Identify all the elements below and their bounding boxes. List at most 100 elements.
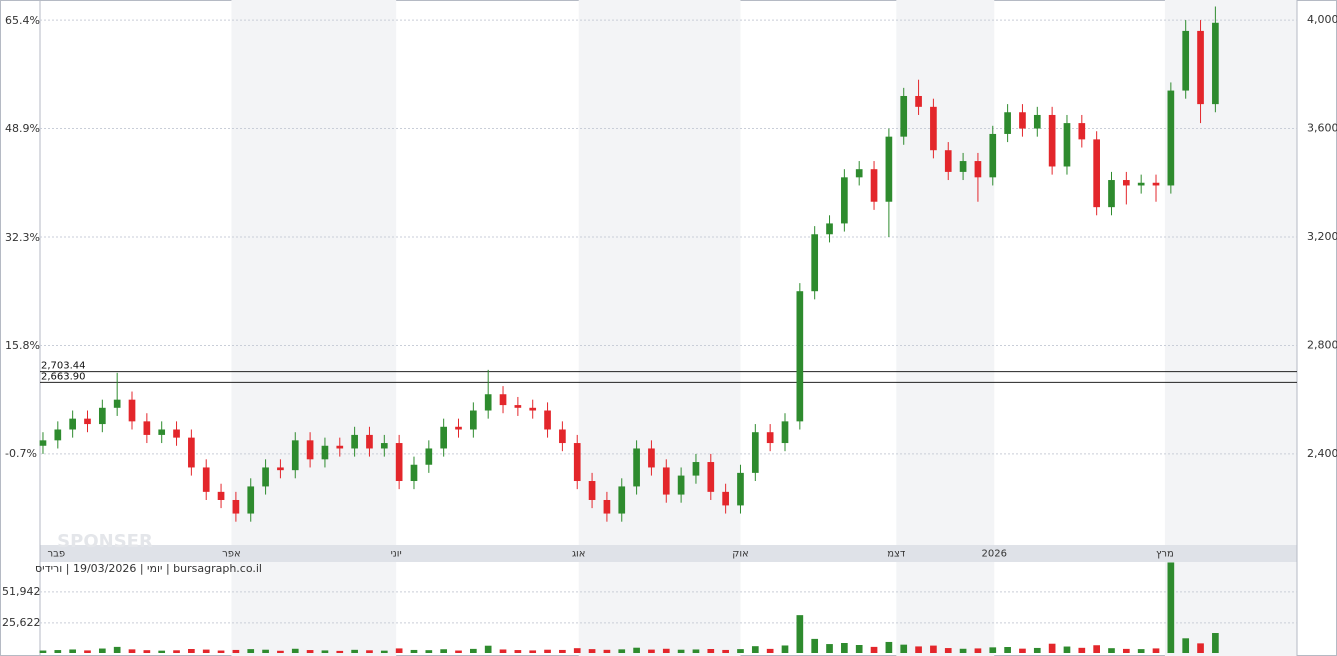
volume-bar bbox=[1004, 647, 1011, 653]
candle-body bbox=[351, 434, 358, 449]
candle-body bbox=[692, 462, 700, 476]
candle-body bbox=[128, 399, 136, 422]
candle-body bbox=[1122, 180, 1130, 186]
candle-body bbox=[277, 467, 284, 471]
candle-body bbox=[707, 462, 715, 492]
volume-bar bbox=[870, 646, 878, 653]
candle-body bbox=[173, 429, 180, 438]
volume-bar bbox=[351, 649, 358, 653]
volume-bar bbox=[54, 650, 62, 653]
volume-bar bbox=[470, 648, 477, 653]
candle-body bbox=[959, 161, 967, 172]
candle-body bbox=[766, 432, 774, 444]
watermark: SPONSER bbox=[57, 531, 153, 552]
volume-tick-label: 51,942 bbox=[2, 585, 41, 598]
volume-bar bbox=[84, 650, 91, 653]
candle-body bbox=[826, 223, 833, 235]
candle-body bbox=[559, 429, 566, 444]
volume-bar bbox=[959, 648, 967, 653]
candle-body bbox=[1078, 123, 1086, 140]
x-tick-label: 2026 bbox=[982, 549, 1007, 560]
volume-bar bbox=[633, 647, 640, 653]
x-tick-label: דצמ bbox=[887, 549, 906, 560]
candle-body bbox=[989, 133, 997, 178]
candle-body bbox=[915, 95, 922, 107]
candle-body bbox=[1019, 112, 1026, 129]
candle-body bbox=[455, 426, 462, 430]
volume-bar bbox=[425, 650, 433, 653]
volume-bar bbox=[1033, 647, 1041, 653]
volume-bar bbox=[796, 615, 804, 653]
volume-bar bbox=[69, 649, 76, 653]
volume-bar bbox=[1048, 643, 1056, 653]
candle-body bbox=[662, 467, 670, 495]
volume-bar bbox=[291, 648, 299, 653]
volume-bar bbox=[455, 650, 462, 653]
volume-bar bbox=[128, 649, 136, 653]
reference-label: 2,703.44 bbox=[41, 361, 86, 372]
volume-bar bbox=[855, 645, 863, 653]
candle-body bbox=[618, 486, 626, 514]
candle-body bbox=[573, 443, 581, 482]
candle-body bbox=[202, 467, 210, 492]
volume-bar bbox=[484, 645, 492, 653]
volume-bar bbox=[440, 649, 448, 653]
volume-bar bbox=[603, 649, 611, 653]
candle-body bbox=[262, 467, 269, 487]
volume-bar bbox=[1197, 643, 1204, 653]
candle-body bbox=[336, 445, 344, 449]
candle-body bbox=[217, 491, 225, 500]
x-tick-label: מרץ bbox=[1156, 549, 1174, 560]
volume-bar bbox=[1152, 648, 1160, 653]
candle-body bbox=[1182, 30, 1190, 91]
volume-bar bbox=[113, 646, 121, 653]
volume-bar bbox=[989, 647, 997, 653]
volume-bar bbox=[173, 650, 180, 653]
candle-body bbox=[1108, 180, 1115, 208]
volume-bar bbox=[380, 650, 388, 653]
volume-bar bbox=[217, 650, 225, 653]
y2-tick-label: 15.8% bbox=[5, 339, 40, 352]
candle-body bbox=[870, 169, 878, 202]
candle-body bbox=[410, 464, 418, 482]
volume-bar bbox=[930, 645, 937, 653]
candle-body bbox=[737, 472, 744, 506]
candle-body bbox=[1048, 114, 1056, 167]
volume-bar bbox=[1137, 649, 1145, 653]
volume-bar bbox=[559, 649, 566, 653]
volume-bar bbox=[1108, 648, 1115, 653]
candle-body bbox=[1167, 90, 1175, 186]
candle-body bbox=[1212, 22, 1219, 105]
candle-body bbox=[113, 399, 121, 408]
candle-body bbox=[781, 421, 789, 444]
y-tick-label: 2,400 bbox=[1307, 447, 1337, 460]
volume-bar bbox=[588, 649, 596, 653]
volume-bar bbox=[737, 649, 744, 653]
volume-bar bbox=[766, 648, 774, 653]
candle-body bbox=[188, 437, 195, 468]
volume-bar bbox=[944, 648, 952, 653]
candle-body bbox=[98, 407, 106, 425]
volume-bar bbox=[499, 649, 507, 653]
volume-bar bbox=[321, 650, 329, 653]
volume-bar bbox=[915, 646, 922, 653]
candle-body bbox=[425, 448, 433, 465]
volume-bar bbox=[974, 648, 982, 653]
candle-body bbox=[158, 429, 166, 435]
volume-bar bbox=[841, 643, 848, 653]
candle-body bbox=[291, 440, 299, 471]
volume-bar bbox=[722, 649, 729, 653]
volume-bar bbox=[1122, 648, 1130, 653]
candle-body bbox=[648, 448, 655, 468]
candle-body bbox=[930, 106, 937, 151]
candle-body bbox=[855, 169, 863, 178]
volume-bar bbox=[529, 650, 537, 653]
volume-bar bbox=[202, 649, 210, 653]
y2-tick-label: -0.7% bbox=[5, 447, 37, 460]
volume-bar bbox=[811, 638, 819, 653]
volume-bar bbox=[1063, 646, 1071, 653]
volume-bar bbox=[188, 649, 195, 653]
volume-bar bbox=[410, 649, 418, 653]
candle-body bbox=[722, 491, 729, 506]
